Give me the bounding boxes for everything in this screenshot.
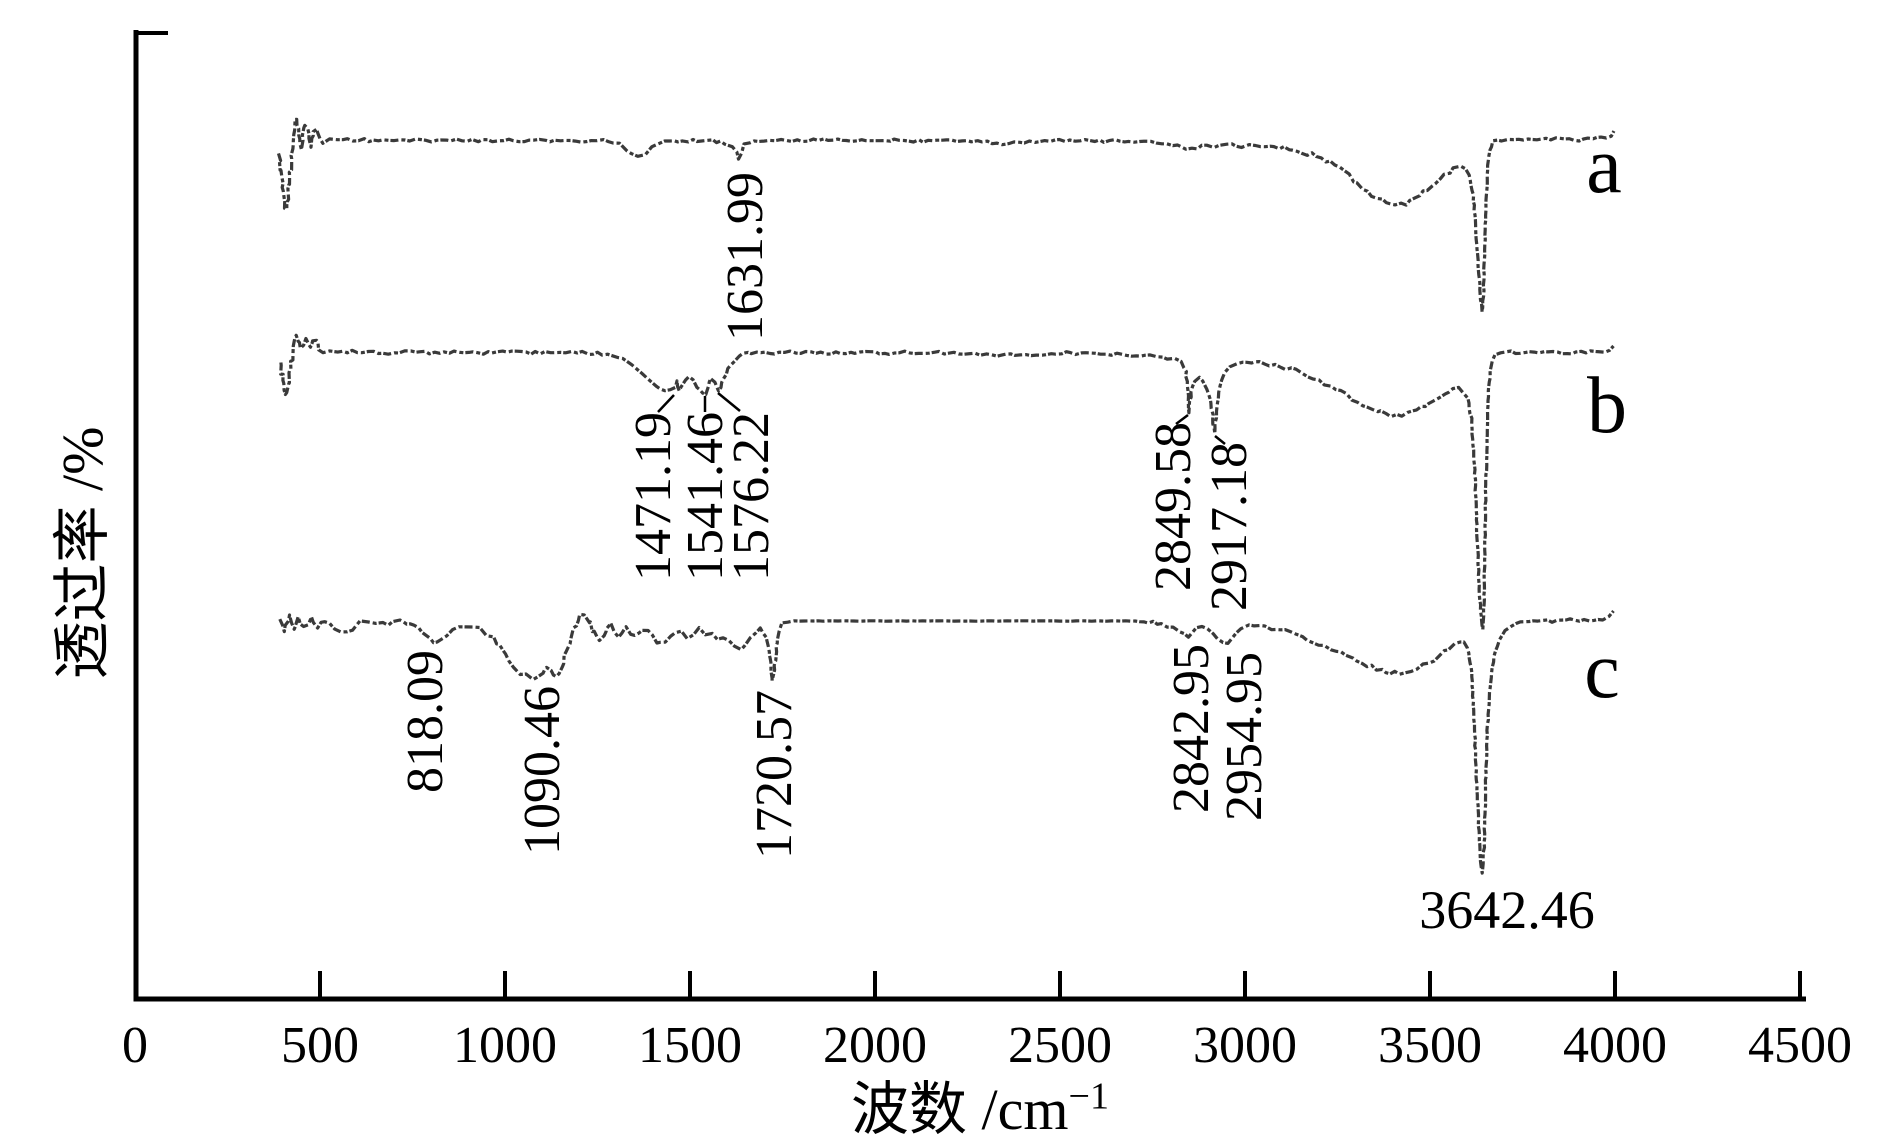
x-tick-label-1000: 1000 — [453, 1017, 557, 1074]
peak-label-3642.46: 3642.46 — [1419, 880, 1595, 940]
curve-label-b: b — [1587, 362, 1627, 450]
peak-leader-line-2 — [717, 392, 741, 412]
peak-label-1541.46: 1541.46 — [677, 412, 734, 581]
x-tick-label-2000: 2000 — [823, 1017, 927, 1074]
x-tick-label-3000: 3000 — [1193, 1017, 1297, 1074]
x-tick-label-3500: 3500 — [1378, 1017, 1482, 1074]
peak-leader-line-3 — [1175, 414, 1189, 425]
peak-label-2954.95: 2954.95 — [1216, 652, 1273, 821]
peak-label-1471.19: 1471.19 — [625, 412, 682, 581]
x-tick-label-2500: 2500 — [1008, 1017, 1112, 1074]
y-axis-title: 透过率 /% — [50, 426, 115, 680]
peak-label-2842.95: 2842.95 — [1163, 644, 1220, 813]
x-tick-label-500: 500 — [281, 1017, 359, 1074]
curve-label-a: a — [1586, 122, 1622, 210]
curve-label-c: c — [1584, 627, 1620, 715]
x-tick-label-4500: 4500 — [1748, 1017, 1852, 1074]
peak-label-2849.58: 2849.58 — [1145, 422, 1202, 591]
x-axis-title-superscript: −1 — [1068, 1075, 1109, 1118]
x-tick-label-0: 0 — [122, 1017, 148, 1074]
peak-label-1631.99: 1631.99 — [717, 172, 774, 341]
peak-leader-line-4 — [1214, 435, 1226, 445]
x-tick-label-1500: 1500 — [638, 1017, 742, 1074]
x-axis-title-text: 波数 /cm — [851, 1077, 1069, 1134]
peak-label-1720.57: 1720.57 — [746, 690, 803, 859]
x-tick-label-4000: 4000 — [1563, 1017, 1667, 1074]
peak-label-818.09: 818.09 — [397, 650, 454, 793]
x-axis-title: 波数 /cm−1 — [740, 1062, 1220, 1134]
peak-label-2917.18: 2917.18 — [1201, 442, 1258, 611]
spectrum-curve-b — [279, 333, 1615, 632]
spectrum-curve-c — [278, 609, 1615, 875]
peak-leader-line-0 — [657, 394, 675, 413]
peak-label-1090.46: 1090.46 — [514, 686, 571, 855]
peak-label-1576.22: 1576.22 — [723, 412, 780, 581]
spectrum-curve-a — [276, 117, 1616, 314]
axes-frame — [133, 30, 1806, 1002]
